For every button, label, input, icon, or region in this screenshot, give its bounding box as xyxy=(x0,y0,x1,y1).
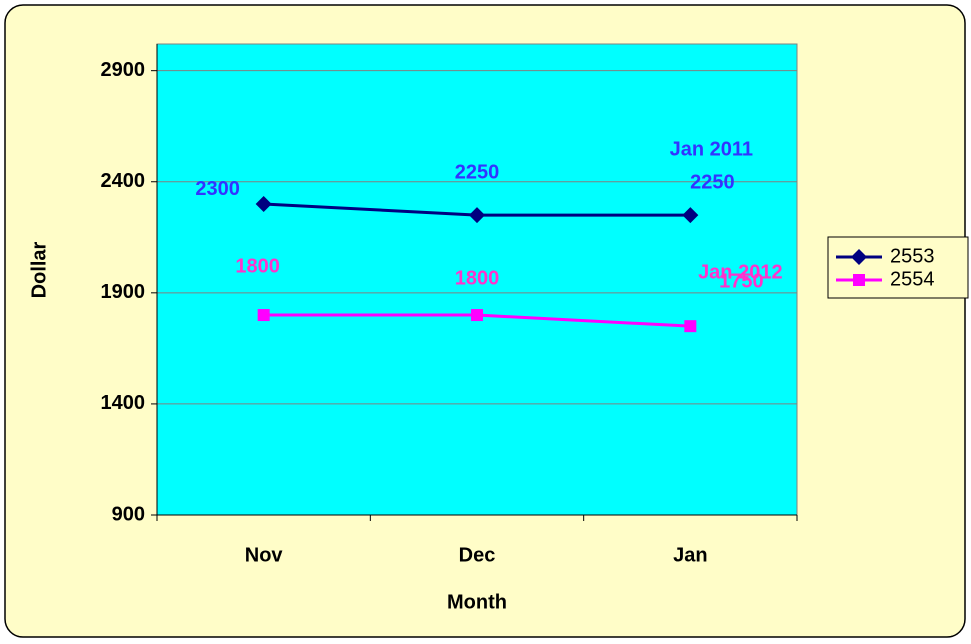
x-tick-label: Nov xyxy=(245,544,284,566)
x-tick-label: Jan xyxy=(673,544,707,566)
y-tick-label: 900 xyxy=(112,503,145,525)
data-point xyxy=(469,207,485,224)
data-label: 2250 xyxy=(455,161,500,183)
y-tick-label: 1900 xyxy=(101,281,146,303)
y-tick-label: 1400 xyxy=(101,392,146,414)
data-label: 1800 xyxy=(455,267,500,289)
x-axis-label: Month xyxy=(447,591,507,613)
data-point xyxy=(471,309,483,322)
legend-marker xyxy=(851,249,867,265)
data-label: 2250 xyxy=(690,171,735,193)
legend-marker xyxy=(853,274,865,286)
data-point xyxy=(682,207,699,224)
data-label: 1750 xyxy=(719,270,764,292)
y-tick-label: 2900 xyxy=(101,59,146,81)
y-tick-label: 2400 xyxy=(101,170,146,192)
legend-label: 2553 xyxy=(890,245,935,267)
data-point xyxy=(257,309,270,322)
data-label: 2300 xyxy=(195,178,240,200)
data-point xyxy=(684,320,697,333)
data-point xyxy=(255,195,272,212)
plot-area xyxy=(156,43,798,516)
legend xyxy=(827,236,969,299)
legend-label: 2554 xyxy=(890,268,935,290)
annotation: Jan 2011 xyxy=(670,138,753,160)
data-label: 1800 xyxy=(235,255,280,277)
annotation: Jan 2012 xyxy=(698,261,783,283)
x-tick-label: Dec xyxy=(459,544,496,566)
y-axis-label: Dollar xyxy=(28,241,50,298)
